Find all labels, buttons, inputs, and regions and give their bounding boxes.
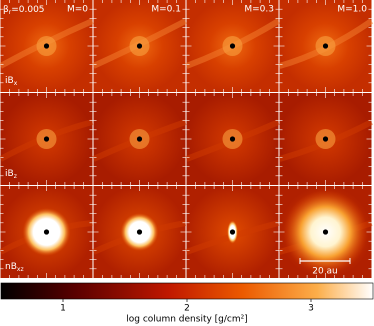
colorbar-gradient [0,282,374,300]
sink-particle [43,229,50,235]
sink-particle [322,136,329,142]
beta-label: βr=0.005 [3,5,45,17]
colorbar: log column density [g/cm²] 1 2 3 [0,282,374,325]
scale-bar-label: 20 au [312,267,338,277]
column-label: M=0 [67,5,88,15]
sink-particle [229,43,236,49]
row-label-text: nB [5,262,17,272]
row-label-subscript: z [14,173,17,180]
column-label: M=1.0 [337,5,367,15]
sink-particle [136,43,143,49]
beta-value: =0.005 [11,5,44,15]
colorbar-tick-label: 3 [308,304,314,314]
sink-particle [322,229,329,235]
panels [0,0,374,278]
beta-symbol: β [3,5,9,15]
sink-particle [229,136,236,142]
sink-particle [322,43,329,49]
row-label: iBz [5,169,17,181]
sink-particle [43,136,50,142]
beta-subscript: r [9,9,12,16]
sink-particle [43,43,50,49]
column-label: M=0.3 [244,5,274,15]
colorbar-tick-label: 1 [60,304,66,314]
row-label: iBx [5,76,18,88]
row-label-text: iB [5,169,14,179]
sink-particle [229,229,236,235]
sink-particle [136,229,143,235]
row-label-subscript: xz [17,266,24,273]
column-label: M=0.1 [151,5,181,15]
sink-particle [136,136,143,142]
colorbar-label: log column density [g/cm²] [126,315,248,325]
row-label: nBxz [5,262,24,274]
row-label-subscript: x [14,80,18,87]
row-label-text: iB [5,76,14,86]
colorbar-tick-label: 2 [184,304,190,314]
